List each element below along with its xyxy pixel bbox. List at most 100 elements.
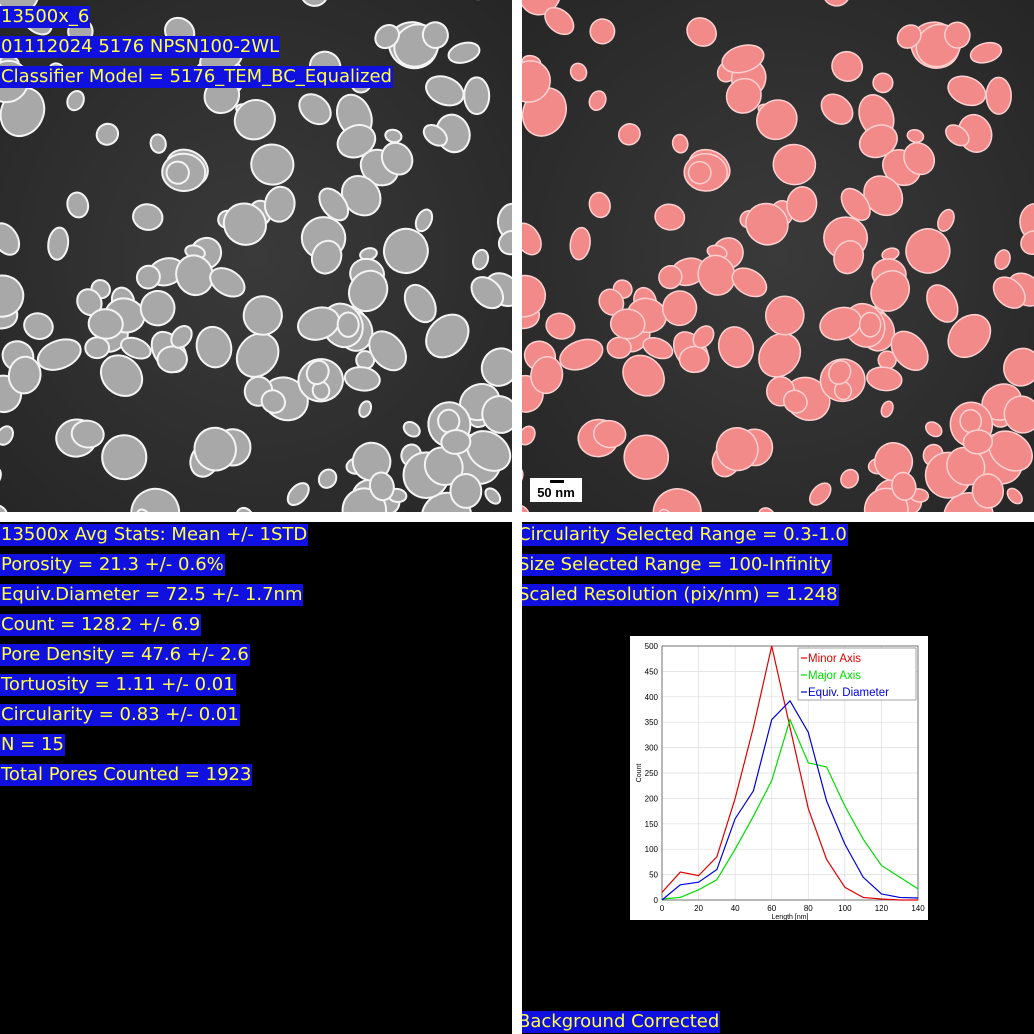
pore-mask [858, 311, 882, 338]
pore [374, 24, 400, 50]
pore-mask [1006, 487, 1023, 505]
pore [36, 338, 82, 371]
pore [317, 468, 338, 489]
stat-line: Tortuosity = 1.11 +/- 0.01 [0, 674, 236, 696]
pore-mask [905, 228, 951, 274]
pore-mask [692, 325, 715, 349]
legend-box [797, 647, 917, 701]
pore [343, 366, 381, 392]
pore [101, 434, 148, 481]
pore [403, 283, 437, 324]
plot-frame [661, 645, 919, 901]
pore [66, 90, 85, 112]
pore-mask [809, 482, 832, 506]
pore-mask [764, 295, 805, 336]
stats-panel: 13500x Avg Stats: Mean +/- 1STD Porosity … [0, 522, 512, 1034]
pore-mask [969, 41, 1003, 64]
pore-mask [840, 468, 860, 489]
pore-mask [652, 488, 702, 512]
pore [263, 185, 296, 223]
pore [84, 336, 111, 360]
pore [425, 313, 470, 359]
pore-mask [896, 24, 922, 49]
pore-mask [937, 208, 955, 232]
stat-line: Circularity = 0.83 +/- 0.01 [0, 704, 240, 726]
pore [347, 269, 389, 313]
pore-mask [1003, 395, 1034, 434]
x-tick-label: 80 [804, 904, 813, 913]
y-tick-label: 0 [654, 896, 659, 905]
stat-line: Total Pores Counted = 1923 [0, 764, 253, 786]
pore-mask [819, 306, 862, 341]
pore [175, 254, 215, 297]
legend-label: Major Axis [808, 670, 861, 682]
pore [368, 330, 407, 372]
y-tick-label: 150 [645, 820, 659, 829]
pore [7, 355, 42, 395]
pore-mask [522, 0, 562, 16]
image-labels: 13500x_6 01112024 5176 NPSN100-2WL Classif… [0, 0, 512, 100]
pore-mask [926, 284, 959, 323]
pore [235, 332, 280, 378]
pore [209, 267, 246, 298]
setting-line: Circularity Selected Range = 0.3-1.0 [522, 524, 848, 546]
pore-mask [1020, 230, 1034, 256]
pore [70, 419, 105, 449]
stat-line: Equiv.Diameter = 72.5 +/- 1.7nm [0, 584, 304, 606]
x-tick-label: 60 [767, 904, 776, 913]
pore-mask [588, 90, 607, 111]
pore [318, 187, 350, 222]
pore [449, 473, 483, 509]
pore [66, 191, 90, 219]
pore-mask [833, 240, 865, 275]
pore-mask [890, 330, 929, 371]
pore [136, 508, 152, 512]
pore-mask [717, 326, 755, 369]
pore [425, 75, 465, 107]
pore-mask [559, 338, 604, 371]
pore [380, 141, 414, 176]
pore-mask [661, 290, 698, 327]
series-line [661, 699, 919, 901]
pore [440, 429, 472, 455]
setting-line: Scaled Resolution (pix/nm) = 1.248 [522, 584, 839, 606]
pore [286, 482, 310, 507]
pore [447, 41, 481, 64]
y-tick-label: 200 [645, 794, 659, 803]
pore-mask [678, 345, 710, 374]
pore-mask [544, 6, 575, 36]
pore-mask [623, 434, 670, 480]
pore [120, 336, 152, 360]
pore [368, 471, 395, 502]
pore-mask [858, 124, 898, 159]
pore-mask [786, 186, 818, 223]
x-axis-label: Length [nm] [772, 914, 809, 920]
y-axis-label: Count [636, 764, 643, 783]
pore [414, 208, 434, 233]
legend-label: Minor Axis [808, 653, 861, 665]
pore-mask [522, 425, 536, 446]
pore-mask [522, 222, 542, 256]
pore [341, 487, 388, 512]
pore-mask [772, 143, 817, 186]
pore-mask [589, 18, 616, 45]
pore [310, 239, 343, 275]
pore [0, 425, 14, 446]
pore [260, 389, 286, 414]
x-tick-label: 140 [911, 904, 925, 913]
pore-mask [715, 427, 759, 472]
pore-mask [840, 187, 871, 221]
pore [382, 227, 429, 275]
image-label: Classifier Model = 5176_TEM_BC_Equalized [0, 66, 393, 88]
y-tick-label: 500 [645, 642, 659, 651]
pore [235, 506, 254, 512]
stat-line: Pore Density = 47.6 +/- 2.6 [0, 644, 250, 666]
pore [165, 160, 190, 185]
image-label: 13500x_6 [0, 6, 91, 28]
pore-mask [569, 62, 588, 82]
pore-mask [756, 99, 798, 141]
pore-mask [745, 202, 789, 246]
pore [384, 128, 403, 144]
pore-mask [588, 191, 611, 219]
